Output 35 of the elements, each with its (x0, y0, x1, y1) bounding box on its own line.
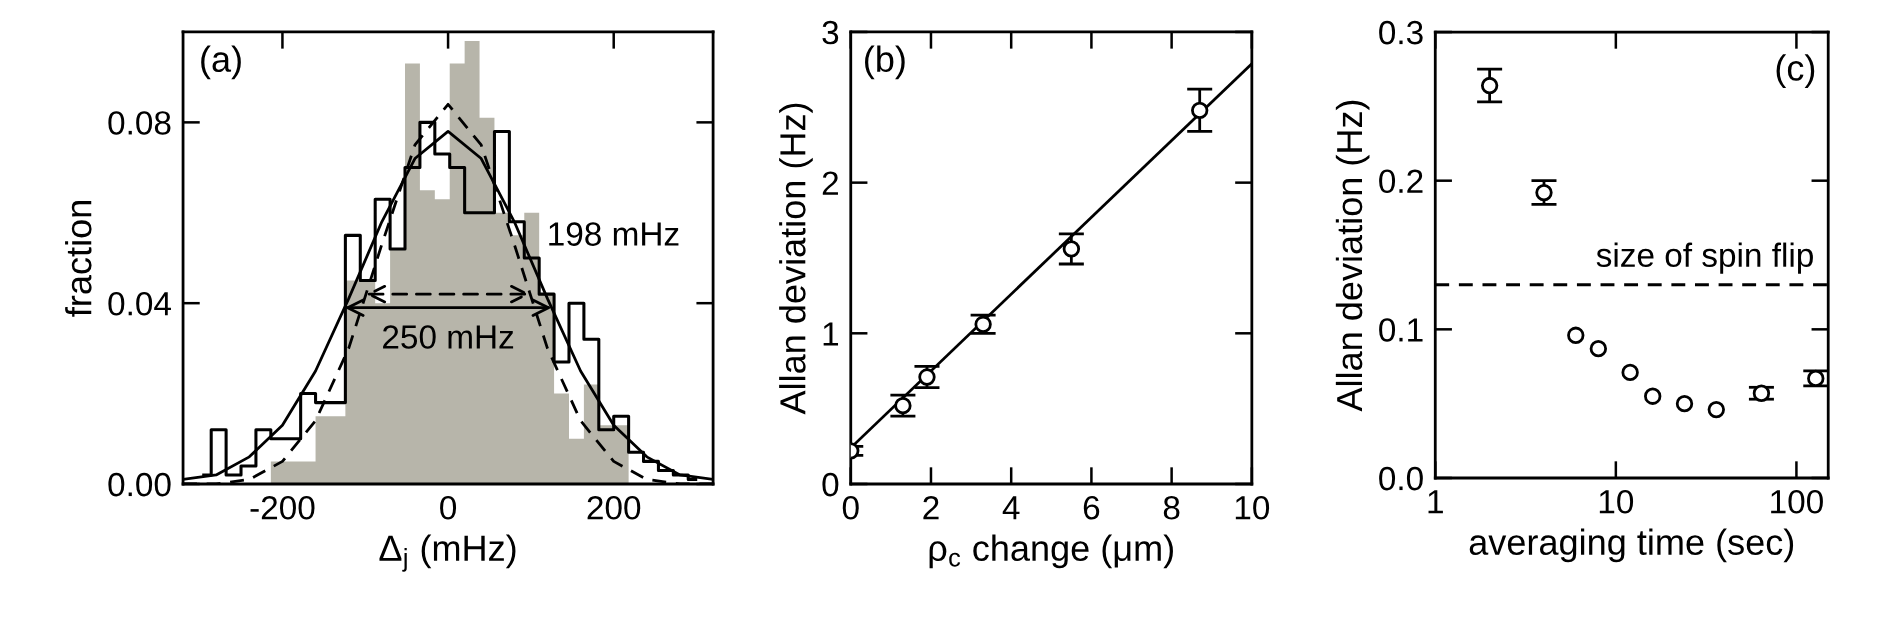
y-axis-title: Allan deviation (Hz) (779, 103, 813, 415)
y-tick-label: 0.1 (1379, 318, 1423, 342)
x-tick-label: 4 (1002, 496, 1020, 520)
annotation: (a) (201, 45, 241, 80)
y-axis-title: fraction (65, 201, 92, 317)
x-tick-label: 10 (1599, 489, 1634, 514)
y-tick-label: 1 (823, 322, 839, 346)
annotation: 198 mHz (549, 222, 679, 246)
y-axis-title: Allan deviation (Hz) (1335, 100, 1370, 412)
y-tick-label: 0 (822, 472, 839, 497)
y-tick-label: 0.00 (108, 472, 171, 497)
x-tick-label: 0 (440, 495, 457, 520)
y-tick-label: 0.2 (1379, 169, 1423, 194)
annotation: (c) (1776, 54, 1815, 88)
x-tick-label: -200 (250, 495, 315, 520)
x-axis-title: averaging time (sec) (1469, 528, 1794, 563)
y-tick-label: 0.3 (1379, 20, 1423, 45)
y-tick-label: 0.04 (108, 291, 171, 316)
x-tick-label: 0 (842, 495, 859, 520)
x-axis-title: Δ$_{j}$ (mHz) (379, 534, 516, 572)
x-tick-label: 1 (1428, 490, 1443, 514)
y-tick-label: 2 (822, 171, 838, 195)
ref-line-label: size of spin flip (1596, 242, 1813, 274)
annotation: (b) (865, 45, 905, 80)
x-tick-label: 8 (1163, 495, 1180, 520)
y-tick-label: 3 (822, 20, 839, 45)
y-tick-label: 0.0 (1379, 466, 1423, 491)
y-tick-label: 0.08 (108, 111, 171, 135)
x-tick-label: 200 (587, 495, 641, 520)
x-axis-title: ρ$_{c}$ change (μm) (929, 534, 1173, 569)
annotation: 250 mHz (383, 325, 514, 349)
x-tick-label: 2 (923, 495, 939, 520)
x-tick-label: 100 (1771, 489, 1823, 514)
x-tick-label: 10 (1235, 495, 1270, 520)
x-tick-label: 6 (1083, 495, 1100, 520)
